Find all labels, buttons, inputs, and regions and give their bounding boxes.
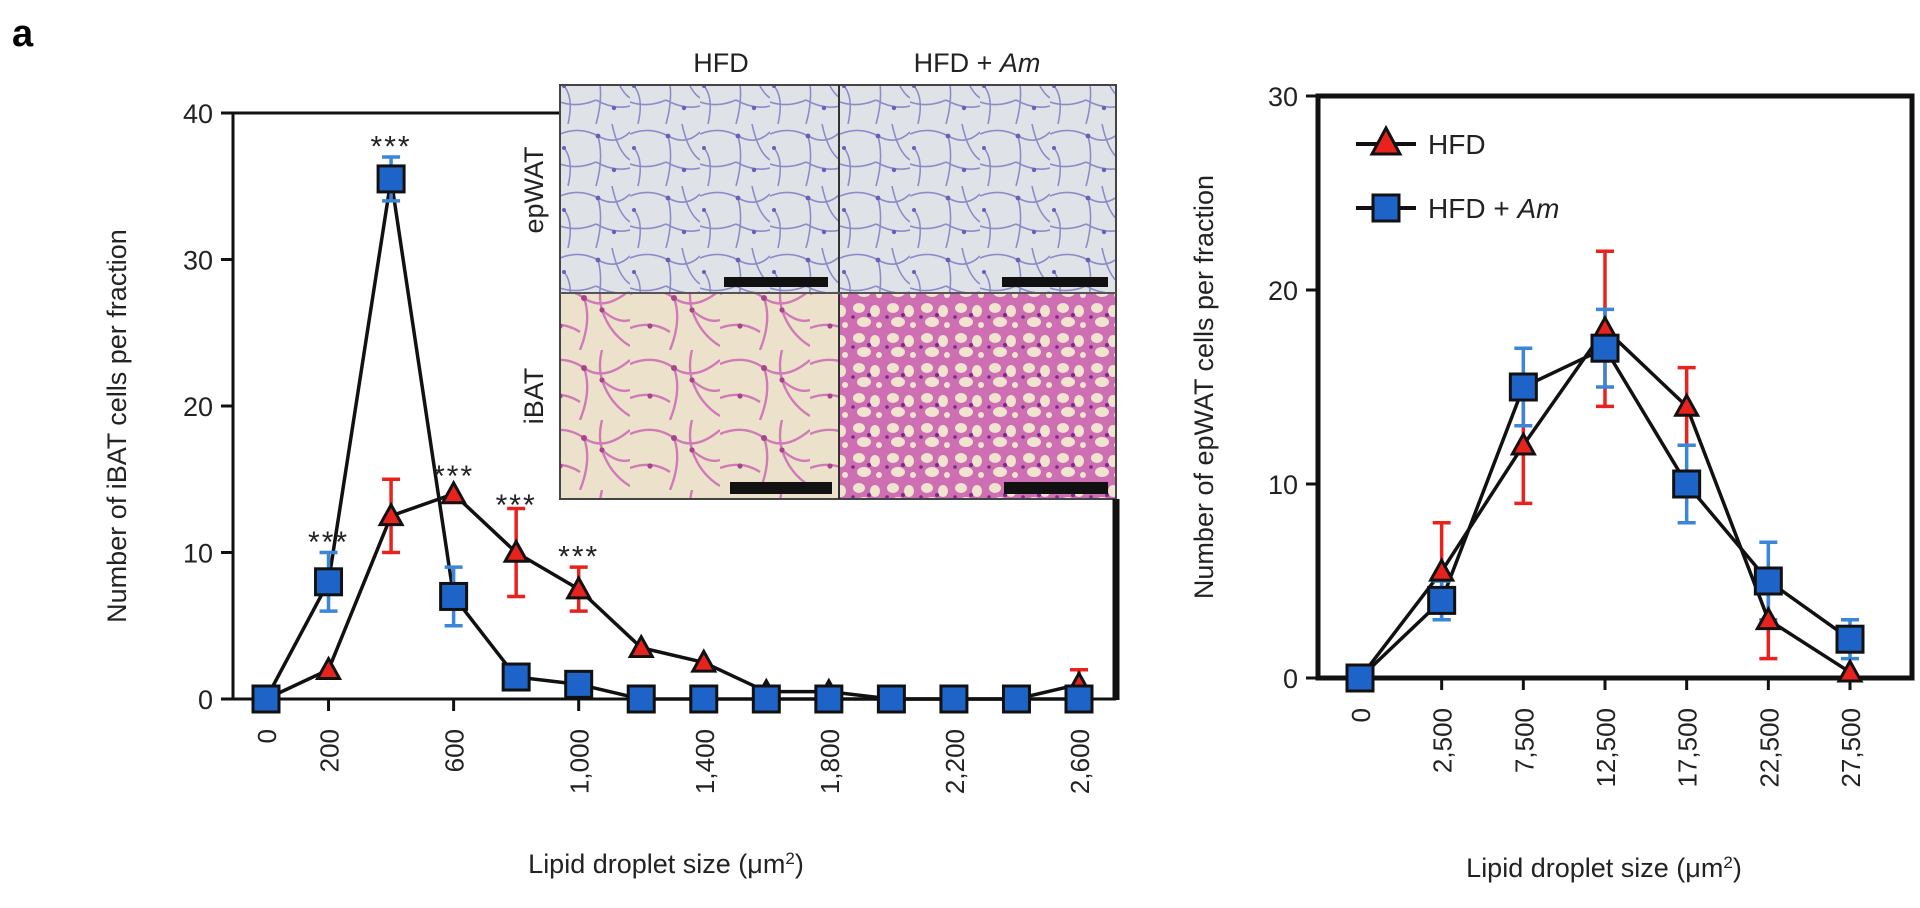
x-tick-label: 1,400 [690,729,720,794]
x-tick-label: 2,500 [1428,708,1458,773]
x-tick-label: 1,000 [565,729,595,794]
data-point-hfd [314,655,343,680]
y-tick-label: 10 [183,539,213,569]
data-point-hfd-am [439,581,469,611]
data-point-hfd-am [314,567,344,597]
x-tick-label: 22,500 [1754,708,1784,788]
legend-marker-hfd-am [1371,193,1401,223]
scale-bar [1002,277,1108,287]
data-point-hfd-am [939,684,969,714]
x-tick-label: 0 [252,729,282,743]
y-tick-label: 40 [183,99,213,129]
y-tick-label: 30 [183,246,213,276]
data-point-hfd-am [626,684,656,714]
epwat-x-axis-label: Lipid droplet size (μm2) [1466,853,1742,884]
significance-marker: *** [496,489,537,522]
y-tick-label: 0 [1283,664,1298,694]
ibat-chart: 0 10 20 30 40 0 200 600 1,000 1,400 1,800 2,200 2,60… [102,99,1116,879]
x-tick-label: 12,500 [1591,708,1621,788]
micrograph-ibat-hfd-am [840,294,1115,498]
inset-column-hfd-am-italic: Am [998,48,1041,78]
data-point-hfd-am [564,669,594,699]
data-point-hfd-am [751,684,781,714]
x-tick-label: 17,500 [1673,708,1703,788]
data-point-hfd-am [689,684,719,714]
epwat-chart: 0 10 20 30 0 2,500 7,500 12,500 17,500 22,500 27,5… [1189,82,1915,884]
legend-label-hfd-am-prefix: HFD + [1428,193,1517,224]
x-tick-label: 2,200 [940,729,970,794]
data-point-hfd-am [1835,624,1865,654]
legend-marker-hfd [1369,124,1403,156]
epwat-x-label-sup: 2 [1723,853,1732,872]
micrograph-epwat-hfd [561,86,838,292]
y-tick-label: 20 [1268,276,1298,306]
inset-column-hfd-am-prefix: HFD + [914,48,1000,78]
y-tick-label: 30 [1268,82,1298,112]
data-point-hfd [377,501,405,527]
data-point-hfd [1754,605,1782,631]
data-point-hfd [1428,557,1456,582]
ibat-x-label-main: Lipid droplet size (μm [528,849,785,879]
data-point-hfd-am [1001,684,1031,714]
data-point-hfd-am [814,684,844,714]
data-point-hfd-am [1590,333,1620,363]
ibat-x-label-sup: 2 [785,849,794,868]
significance-marker: *** [371,130,412,163]
data-point-hfd-am [501,662,531,692]
inset-column-hfd-am: HFD + Am [914,48,1041,78]
epwat-x-label-close: ) [1733,853,1742,883]
y-tick-label: 10 [1268,470,1298,500]
micrograph-ibat-hfd [561,294,838,498]
data-point-hfd [1673,392,1701,417]
x-tick-label: 200 [315,729,345,772]
data-point-hfd [1509,431,1537,456]
x-tick-label: 27,500 [1836,708,1866,788]
legend: HFD HFD + Am [1356,124,1559,224]
data-point-hfd [440,479,468,505]
data-point-hfd-am [1508,372,1538,402]
scale-bar [1004,482,1108,494]
data-point-hfd [502,538,530,563]
ibat-y-axis-label: Number of iBAT cells per fraction [102,229,132,623]
significance-marker: *** [308,526,349,559]
epwat-y-axis-label: Number of epWAT cells per fraction [1189,175,1219,599]
x-tick-label: 0 [1346,708,1376,722]
histology-inset: HFD HFD + Am epWAT iBAT [519,48,1117,500]
panel-label: a [12,13,34,55]
significance-marker: *** [433,460,474,493]
x-tick-label: 600 [440,729,470,772]
legend-label-hfd-am-italic: Am [1515,193,1559,224]
data-point-hfd-am [1064,684,1094,714]
data-point-hfd-am [1672,469,1702,499]
data-point-hfd-am [1345,663,1375,693]
epwat-x-label-main: Lipid droplet size (μm [1466,853,1723,883]
data-point-hfd-am [376,164,406,194]
data-point-hfd-am [1427,585,1457,615]
micrograph-epwat-hfd-am [840,86,1115,292]
legend-label-hfd: HFD [1428,129,1486,160]
x-tick-label: 2,600 [1065,729,1095,794]
data-point-hfd [1836,658,1864,683]
data-point-hfd-am [251,684,281,714]
y-tick-label: 20 [183,392,213,422]
data-point-hfd-am [1753,566,1783,596]
epwat-plot-frame [1315,93,1915,681]
legend-label-hfd-am: HFD + Am [1428,193,1559,224]
inset-row-ibat: iBAT [519,368,549,425]
data-point-hfd [565,575,593,600]
inset-column-hfd: HFD [693,48,749,78]
data-point-hfd-am [876,684,906,714]
x-tick-label: 1,800 [815,729,845,794]
scale-bar [730,482,832,494]
ibat-x-axis-label: Lipid droplet size (μm2) [528,849,804,880]
data-point-hfd [690,648,718,673]
inset-row-epwat: epWAT [519,146,549,233]
ibat-x-label-close: ) [795,849,804,879]
x-tick-label: 7,500 [1509,708,1539,773]
significance-marker: *** [558,541,599,574]
data-point-hfd [627,633,655,659]
scale-bar [724,277,828,287]
y-tick-label: 0 [198,685,213,715]
